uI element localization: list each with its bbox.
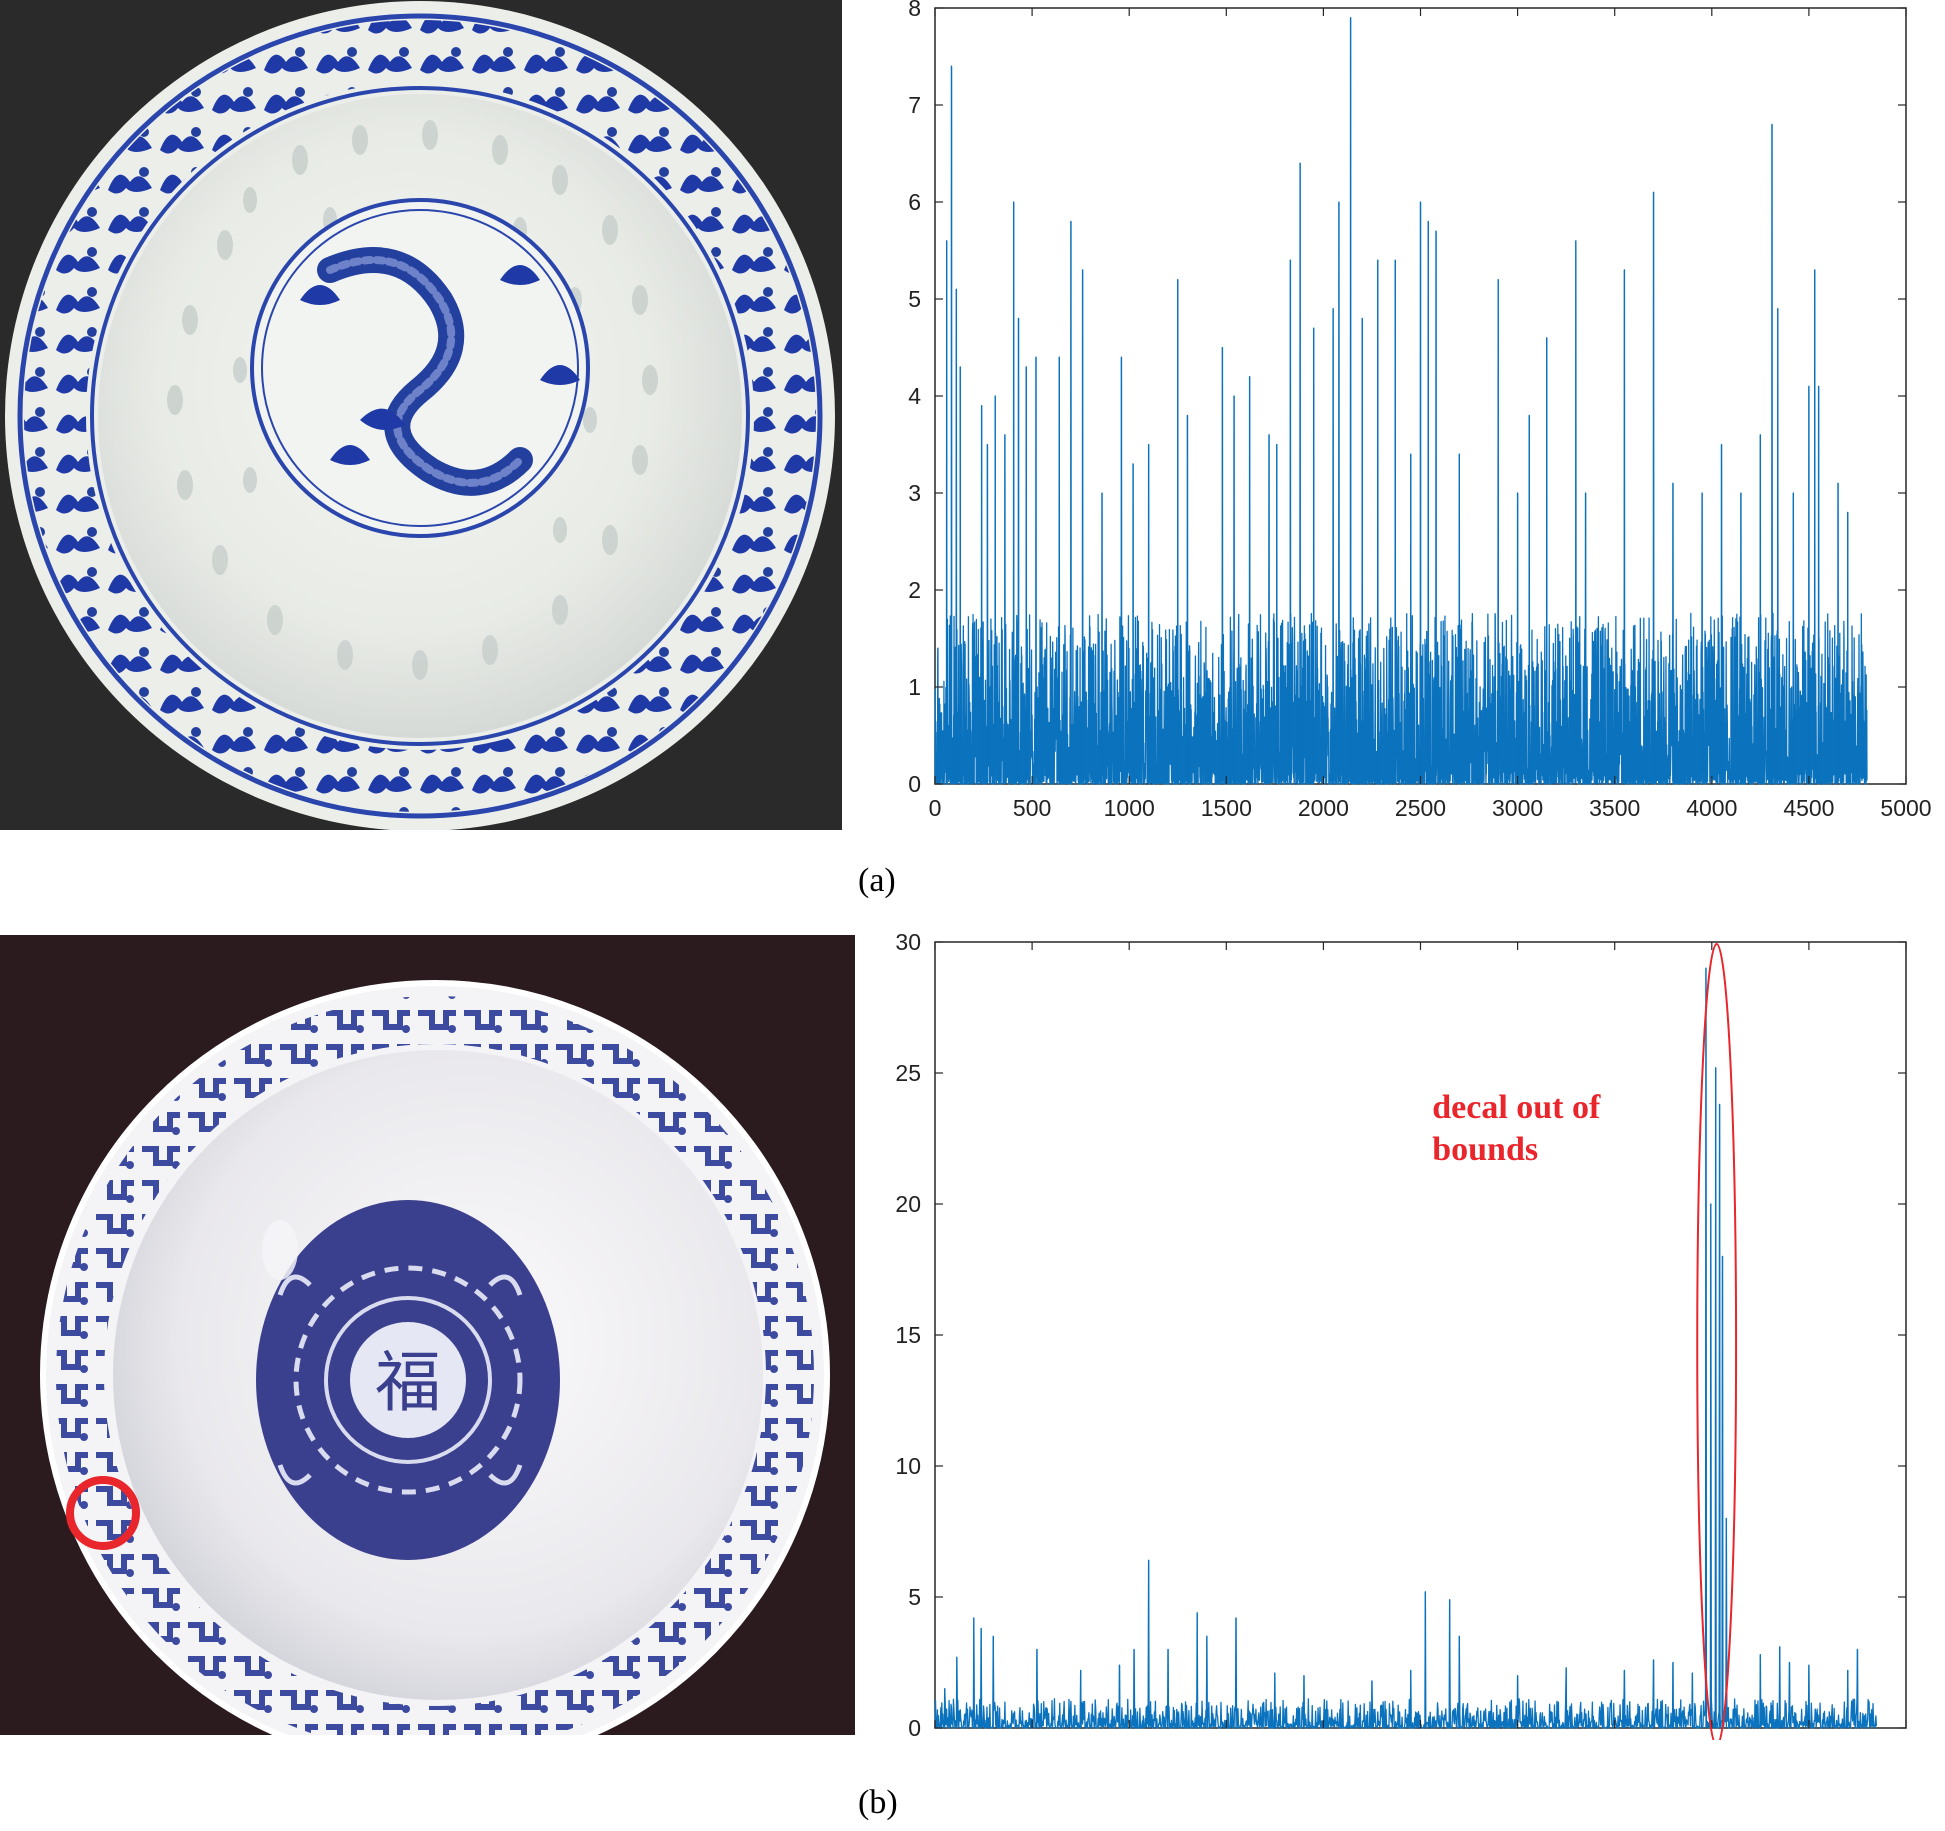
highlight-ellipse — [1696, 943, 1738, 1740]
y-tick-label: 0 — [908, 771, 921, 797]
y-tick-label: 4 — [908, 383, 921, 409]
x-tick-label: 2000 — [1880, 1739, 1931, 1740]
y-tick-label: 5 — [908, 286, 921, 312]
x-tick-label: 0 — [929, 795, 942, 821]
x-tick-label: 4500 — [1783, 795, 1834, 821]
y-tick-label: 20 — [895, 1191, 921, 1217]
x-tick-label: 200 — [1013, 1739, 1051, 1740]
x-tick-label: 400 — [1110, 1739, 1148, 1740]
medallion-glyph: 福 — [375, 1345, 441, 1419]
x-tick-label: 3500 — [1589, 795, 1640, 821]
y-tick-label: 6 — [908, 189, 921, 215]
bowl-photo-a — [0, 0, 842, 830]
y-tick-label: 5 — [908, 1584, 921, 1610]
x-tick-label: 800 — [1304, 1739, 1342, 1740]
x-tick-label: 3000 — [1492, 795, 1543, 821]
annotation-text-line-1: bounds — [1432, 1131, 1538, 1168]
chart-b: 0 200 400 600 800 1000 1200 1400 1600 1800 2000 0 5 1… — [895, 930, 1932, 1740]
caption-a: (a) — [858, 862, 896, 899]
x-tick-label: 1400 — [1589, 1739, 1640, 1740]
x-tick-label: 2500 — [1395, 795, 1446, 821]
y-tick-label: 3 — [908, 480, 921, 506]
bowl-rim-pattern — [24, 20, 816, 812]
y-tick-label: 8 — [908, 0, 921, 21]
y-tick-label: 0 — [908, 1715, 921, 1740]
y-tick-label: 30 — [895, 930, 921, 955]
medallion: 福 — [256, 1200, 560, 1560]
dragon-medallion — [250, 198, 590, 538]
caption-b: (b) — [858, 1784, 898, 1821]
x-tick-label: 1500 — [1201, 795, 1252, 821]
plot-frame — [934, 941, 1907, 1729]
y-tick-label: 10 — [895, 1453, 921, 1479]
x-tick-label: 2000 — [1298, 795, 1349, 821]
y-tick-label: 15 — [895, 1322, 921, 1348]
x-tick-label: 0 — [929, 1739, 942, 1740]
x-tick-label: 1000 — [1395, 1739, 1446, 1740]
x-tick-label: 1800 — [1783, 1739, 1834, 1740]
x-tick-label: 5000 — [1880, 795, 1931, 821]
annotation-text-line-0: decal out of — [1432, 1089, 1601, 1126]
y-tick-label: 7 — [908, 92, 921, 118]
x-tick-label: 600 — [1207, 1739, 1245, 1740]
defect-marker-circle — [66, 1476, 140, 1550]
chart-a: 0 500 1000 1500 2000 2500 3000 3500 4000 4500 5000… — [908, 0, 1931, 821]
x-tick-label: 500 — [1013, 795, 1051, 821]
y-tick-label: 1 — [908, 674, 921, 700]
bowl-photo-b: 福 — [0, 935, 855, 1735]
x-tick-label: 4000 — [1686, 795, 1737, 821]
x-tick-label: 1600 — [1686, 1739, 1737, 1740]
x-tick-label: 1000 — [1104, 795, 1155, 821]
bowl-rim-pattern — [56, 996, 814, 1735]
series-line — [934, 17, 1868, 785]
y-tick-label: 2 — [908, 577, 921, 603]
y-tick-label: 25 — [895, 1060, 921, 1086]
x-tick-label: 1200 — [1492, 1739, 1543, 1740]
